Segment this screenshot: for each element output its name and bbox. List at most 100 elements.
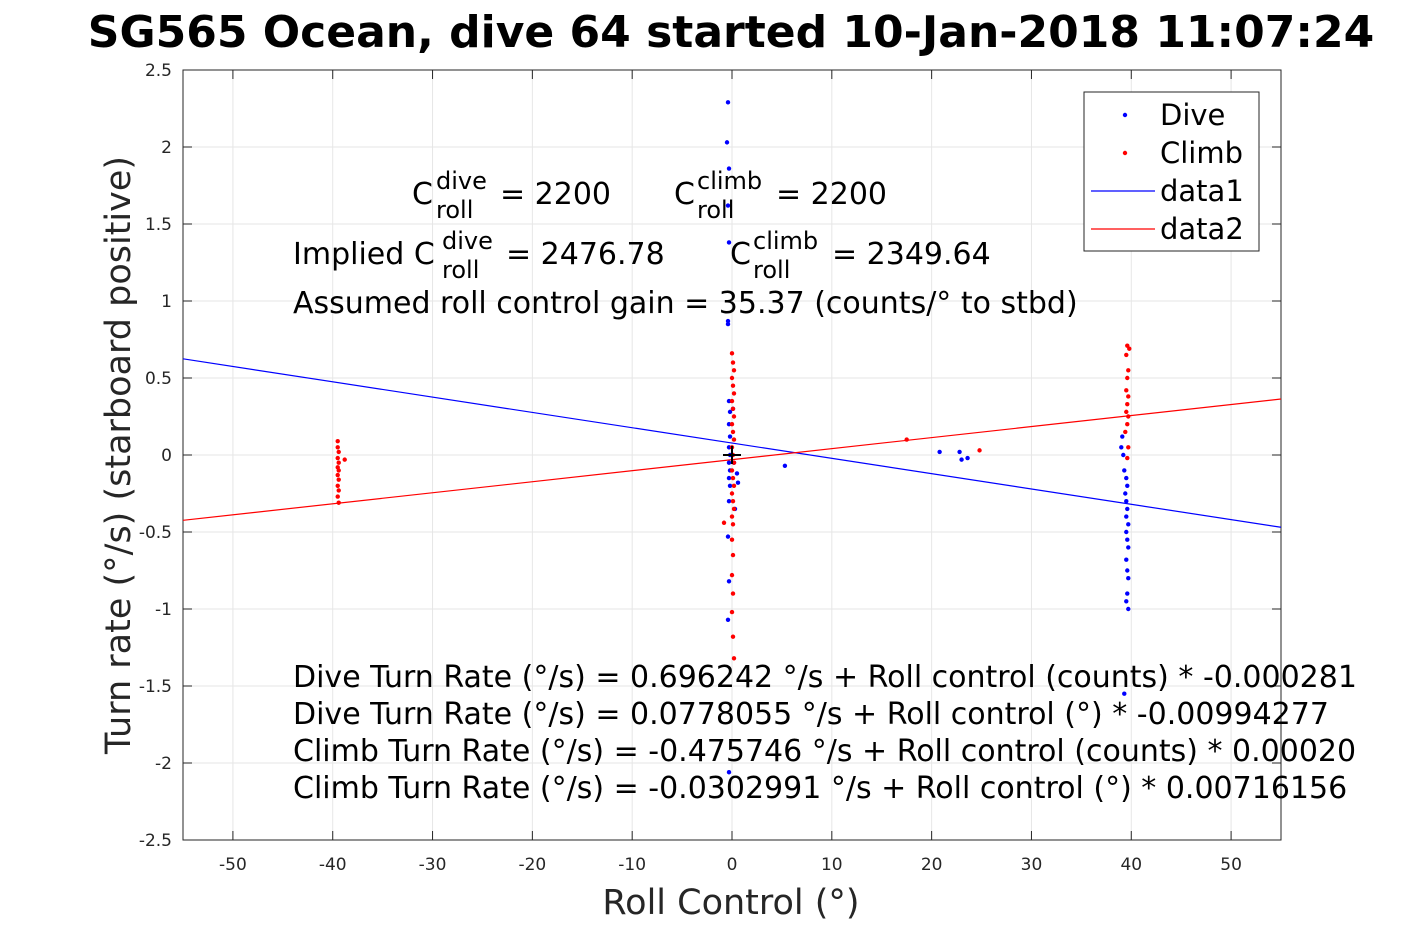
climb-point: [730, 499, 736, 504]
y-tick-label: 2.5: [145, 61, 172, 81]
climb-point: [729, 398, 735, 404]
climb-point: [1125, 375, 1130, 381]
legend-climb-label: Climb: [1160, 136, 1243, 170]
climb-point: [1126, 445, 1131, 450]
roll-gain-text: Assumed roll control gain = 35.37 (count…: [293, 286, 1078, 321]
y-tick-label: 1: [161, 292, 172, 312]
dive-point: [726, 166, 732, 171]
climb-point: [1124, 409, 1129, 415]
c-climb-sup: climb: [697, 167, 762, 195]
climb-point: [335, 445, 340, 450]
climb-point: [730, 475, 736, 481]
legend-dive-label: Dive: [1160, 98, 1225, 132]
climb-point: [335, 455, 340, 461]
c-climb-value: = 2200: [776, 177, 887, 212]
dive-point: [1125, 483, 1130, 488]
climb-point: [729, 514, 735, 519]
climb-point: [336, 468, 341, 473]
climb-point: [730, 429, 736, 435]
climb-point: [336, 460, 341, 465]
dive-point: [726, 770, 732, 775]
dive-point: [782, 463, 788, 468]
regression-equations: Dive Turn Rate (°/s) = 0.696242 °/s + Ro…: [293, 660, 1357, 806]
implied-climb-value: = 2349.64: [832, 237, 991, 272]
climb-point: [1126, 414, 1131, 419]
climb-point: [335, 494, 340, 499]
climb-point: [730, 591, 736, 596]
y-tick-label: 1.5: [145, 215, 172, 235]
climb-point: [729, 609, 735, 615]
climb-point: [1125, 401, 1130, 407]
x-tick-label: 20: [921, 855, 943, 875]
dive-point: [726, 240, 732, 245]
climb-point: [729, 572, 735, 578]
implied-dive-sub: roll: [442, 256, 479, 284]
dive-point: [1126, 522, 1131, 527]
climb-point: [731, 368, 737, 373]
implied-dive-value: = 2476.78: [506, 237, 665, 272]
dive-point: [735, 480, 741, 485]
climb-point: [729, 375, 735, 381]
y-axis-label: Turn rate (°/s) (starboard positive): [99, 156, 139, 755]
dive-point: [725, 534, 731, 539]
data-points: [335, 100, 1132, 775]
climb-point: [729, 491, 735, 496]
y-tick-label: -1.5: [139, 677, 172, 697]
dive-point: [1123, 491, 1128, 496]
dive-point: [727, 409, 733, 415]
implied-climb-base: C: [730, 237, 751, 272]
climb-point: [335, 483, 340, 488]
dive-point: [726, 460, 732, 465]
x-tick-label: 40: [1120, 855, 1142, 875]
dive-point: [725, 100, 731, 105]
dive-point: [725, 318, 731, 324]
climb-point: [731, 391, 737, 396]
climb-point: [342, 457, 347, 462]
climb-point: [730, 634, 736, 639]
legend-data1-label: data1: [1160, 174, 1244, 208]
climb-point: [731, 656, 737, 661]
climb-point: [731, 506, 737, 512]
climb-point: [1125, 455, 1130, 461]
implied-climb-sup: climb: [753, 227, 818, 255]
x-tick-label: 0: [727, 855, 738, 875]
climb-point: [335, 472, 340, 478]
x-tick-label: -10: [618, 855, 646, 875]
implied-dive-sup: dive: [442, 227, 493, 255]
c-dive-value: = 2200: [500, 177, 611, 212]
x-tick-label: 10: [821, 855, 843, 875]
dive-fit-degrees: Dive Turn Rate (°/s) = 0.0778055 °/s + R…: [293, 697, 1329, 732]
climb-point: [1123, 429, 1128, 435]
legend-climb-marker: [1122, 150, 1128, 156]
dive-point: [727, 434, 733, 439]
dive-point: [727, 483, 733, 488]
y-tick-label: 2: [161, 138, 172, 158]
climb-point: [731, 483, 737, 488]
dive-point: [1125, 568, 1130, 573]
dive-point: [1125, 506, 1130, 512]
climb-point: [729, 537, 735, 542]
climb-point: [1127, 346, 1132, 351]
climb-point: [721, 520, 727, 525]
legend-data2-label: data2: [1160, 212, 1244, 246]
climb-point: [336, 488, 341, 493]
climb-point: [730, 383, 736, 388]
dive-point: [726, 579, 732, 584]
climb-point: [729, 468, 735, 473]
climb-fit-degrees: Climb Turn Rate (°/s) = -0.0302991 °/s +…: [293, 771, 1347, 806]
dive-point: [1124, 499, 1129, 504]
implied-prefix: Implied C: [293, 237, 435, 272]
dive-point: [726, 475, 732, 481]
dive-point: [1124, 557, 1129, 562]
legend: Dive Climb data1 data2: [1083, 91, 1260, 252]
x-tick-label: -30: [419, 855, 447, 875]
dive-point: [1125, 591, 1130, 596]
climb-fit-counts: Climb Turn Rate (°/s) = -0.475746 °/s + …: [293, 734, 1356, 769]
dive-point: [1125, 537, 1130, 542]
c-dive-sup: dive: [436, 167, 487, 195]
climb-point: [731, 437, 737, 442]
climb-point: [729, 422, 735, 427]
y-tick-label: 0.5: [145, 369, 172, 389]
climb-point: [730, 552, 736, 558]
